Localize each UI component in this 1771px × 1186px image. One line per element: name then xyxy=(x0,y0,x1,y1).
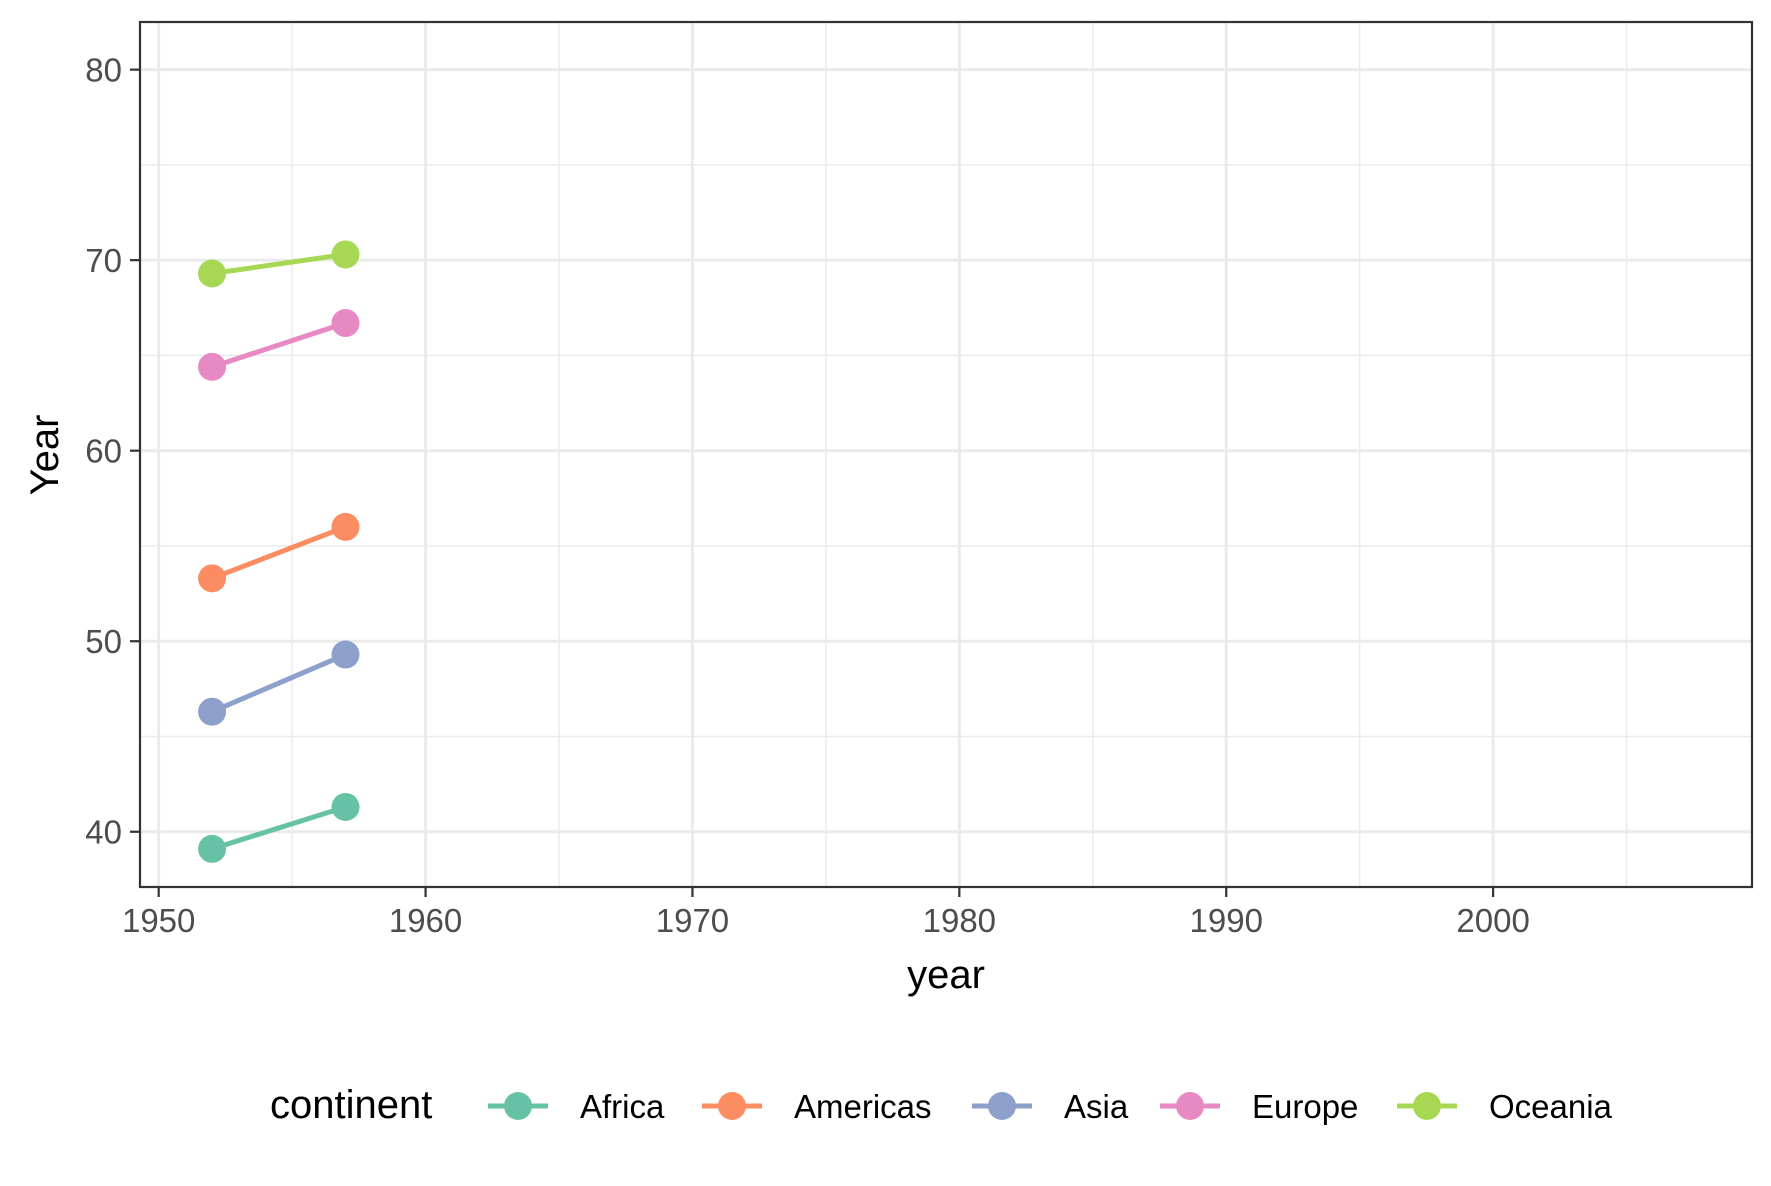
y-axis: 40 50 60 70 80 xyxy=(85,52,140,851)
legend-item-americas: Americas xyxy=(702,1088,932,1125)
legend-label-africa: Africa xyxy=(580,1088,665,1125)
major-gridlines xyxy=(140,22,1752,887)
x-tick-label: 1990 xyxy=(1190,902,1263,939)
minor-gridlines xyxy=(140,22,1752,887)
y-tick-label: 80 xyxy=(85,52,122,89)
legend: continent Africa Americas Asia Europe Oceani… xyxy=(270,1083,1613,1127)
legend-label-europe: Europe xyxy=(1252,1088,1358,1125)
x-tick-label: 1970 xyxy=(656,902,729,939)
legend-key-point xyxy=(718,1092,746,1120)
plot-border xyxy=(138,20,1754,889)
data-point-europe xyxy=(331,309,360,338)
y-tick-label: 60 xyxy=(85,433,122,470)
series-americas xyxy=(198,512,360,593)
data-point-africa xyxy=(331,792,360,821)
legend-label-americas: Americas xyxy=(794,1088,932,1125)
y-tick-label: 70 xyxy=(85,242,122,279)
series-line-africa xyxy=(211,804,347,852)
y-tick-label: 50 xyxy=(85,623,122,660)
legend-label-oceania: Oceania xyxy=(1489,1088,1613,1125)
y-axis-title: Year xyxy=(23,415,67,496)
series-layer xyxy=(198,240,360,863)
data-point-americas xyxy=(198,564,227,593)
legend-key-point xyxy=(1176,1092,1204,1120)
legend-item-africa: Africa xyxy=(488,1088,665,1125)
data-point-asia xyxy=(198,697,227,726)
y-tick-label: 40 xyxy=(85,814,122,851)
legend-key-point xyxy=(1413,1092,1441,1120)
data-point-africa xyxy=(198,834,227,863)
series-line-americas xyxy=(211,524,347,581)
x-tick-label: 1960 xyxy=(389,902,462,939)
data-point-oceania xyxy=(198,259,227,288)
data-point-asia xyxy=(331,640,360,669)
series-africa xyxy=(198,792,360,863)
data-point-oceania xyxy=(331,240,360,269)
legend-item-asia: Asia xyxy=(972,1088,1129,1125)
x-axis-title: year xyxy=(907,953,985,997)
legend-key-point xyxy=(504,1092,532,1120)
x-tick-label: 2000 xyxy=(1456,902,1529,939)
data-point-europe xyxy=(198,352,227,381)
legend-item-oceania: Oceania xyxy=(1397,1088,1613,1125)
x-axis: 1950 1960 1970 1980 1990 2000 xyxy=(122,887,1530,939)
series-europe xyxy=(198,309,360,381)
x-tick-label: 1950 xyxy=(122,902,195,939)
series-line-asia xyxy=(211,652,347,714)
legend-item-europe: Europe xyxy=(1160,1088,1358,1125)
plot-background xyxy=(140,22,1752,887)
series-line-oceania xyxy=(211,251,346,276)
series-asia xyxy=(198,640,360,726)
legend-title: continent xyxy=(270,1083,432,1127)
legend-key-point xyxy=(988,1092,1016,1120)
data-point-americas xyxy=(331,512,360,541)
legend-label-asia: Asia xyxy=(1064,1088,1129,1125)
series-oceania xyxy=(198,240,360,288)
series-line-europe xyxy=(211,320,347,370)
x-tick-label: 1980 xyxy=(923,902,996,939)
